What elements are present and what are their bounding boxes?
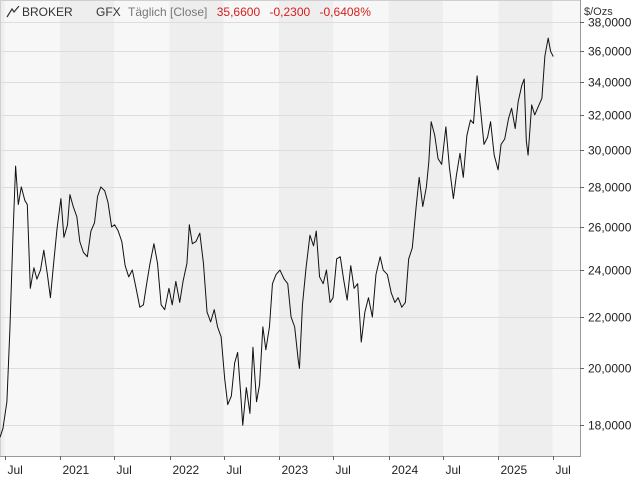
y-tick-label: 36,0000 <box>588 45 632 59</box>
broker-logo: BROKER <box>6 4 73 20</box>
series-group <box>0 37 554 438</box>
x-tick-label: Jul <box>446 463 461 477</box>
instrument-header: GFX Täglich [Close] 35,6600 -0,2300 -0,6… <box>96 4 371 20</box>
x-tick-label: 2021 <box>63 463 90 477</box>
x-tick-label: Jul <box>117 463 132 477</box>
series-line <box>0 37 554 438</box>
price-change-percent: -0,6408% <box>319 5 371 19</box>
y-tick-label: 38,0000 <box>588 16 632 30</box>
x-tick-label: 2022 <box>173 463 200 477</box>
x-tick-label: Jul <box>556 463 571 477</box>
frequency-label: Täglich [Close] <box>128 5 208 19</box>
y-tick-label: 34,0000 <box>588 76 632 90</box>
x-tick-label: 2024 <box>392 463 419 477</box>
y-tick-label: 24,0000 <box>588 264 632 278</box>
x-tick-label: Jul <box>336 463 351 477</box>
y-axis-ticks: 18,0000 20,0000 22,0000 24,0000 26,0000 28,00… <box>580 16 632 433</box>
y-tick-label: 26,0000 <box>588 221 632 235</box>
price-change: -0,2300 <box>269 5 311 19</box>
y-tick-label: 28,0000 <box>588 181 632 195</box>
broker-name: BROKER <box>22 5 73 19</box>
x-tick-label: 2023 <box>282 463 309 477</box>
x-tick-label: Jul <box>8 463 23 477</box>
y-tick-label: 32,0000 <box>588 109 632 123</box>
y-tick-label: 22,0000 <box>588 311 632 325</box>
chart-line-icon <box>6 6 20 18</box>
y-tick-label: 20,0000 <box>588 362 632 376</box>
y-tick-label: 30,0000 <box>588 144 632 158</box>
x-tick-label: Jul <box>227 463 242 477</box>
last-price: 35,6600 <box>216 5 261 19</box>
unit-label: $/Ozs <box>584 6 613 18</box>
x-tick-label: 2025 <box>501 463 528 477</box>
grid-lines <box>0 22 580 426</box>
y-tick-label: 18,0000 <box>588 419 632 433</box>
x-axis-ticks: Jul 2021 Jul 2022 Jul 2023 Jul 2024 Jul 2025 Jul <box>5 456 571 477</box>
symbol: GFX <box>96 5 121 19</box>
